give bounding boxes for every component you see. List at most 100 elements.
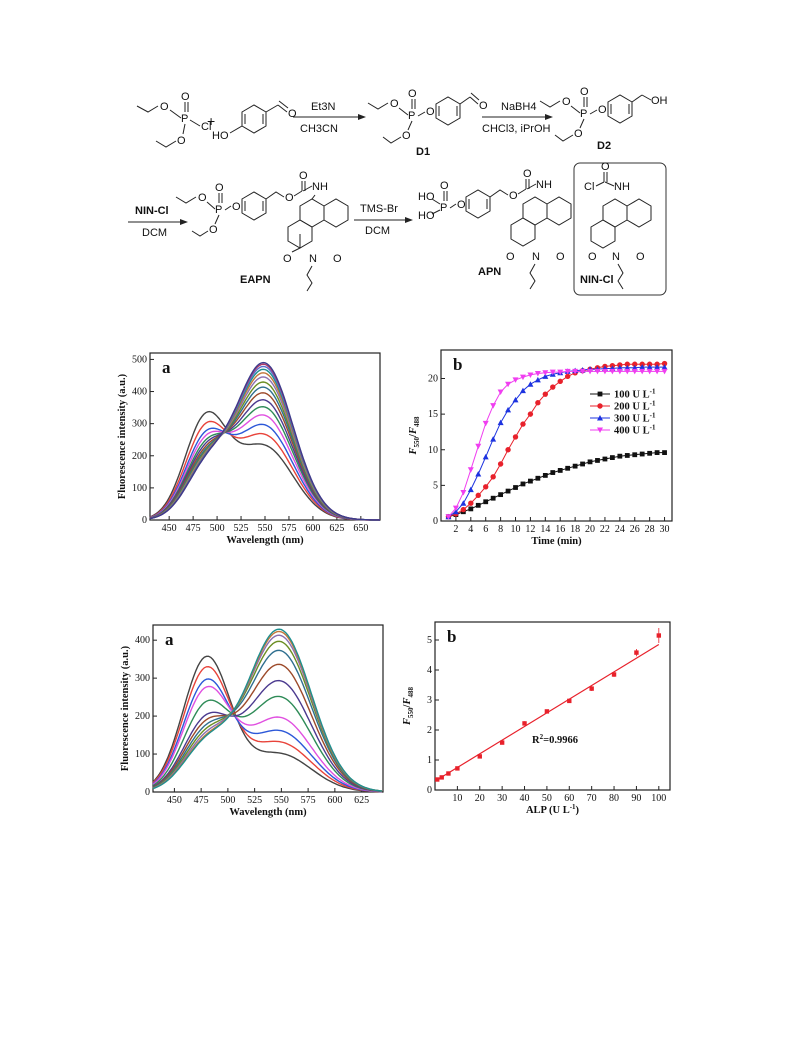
calibration-x-tick-label: 30	[497, 793, 507, 804]
svg-text:O: O	[160, 101, 169, 113]
spectra-top-y-tick-label: 500	[132, 354, 147, 365]
svg-text:O: O	[636, 251, 645, 263]
kinetics-data-point	[498, 492, 504, 498]
svg-text:O: O	[288, 108, 297, 120]
spectra-top-spectrum-line	[149, 361, 381, 521]
kinetics-data-point	[520, 421, 526, 427]
svg-text:CHCl3, iPrOH: CHCl3, iPrOH	[482, 123, 551, 135]
kinetics-data-point	[624, 368, 631, 375]
kinetics-data-point	[497, 461, 504, 467]
svg-text:O: O	[285, 192, 294, 204]
kinetics-legend-marker	[597, 427, 603, 433]
kinetics-x-tick-label: 22	[600, 524, 610, 535]
kinetics-data-point	[654, 368, 661, 375]
kinetics-data-point	[490, 436, 497, 442]
svg-text:O: O	[556, 251, 565, 263]
kinetics-legend-marker	[597, 415, 603, 421]
kinetics-x-tick-label: 28	[645, 524, 655, 535]
kinetics-x-tick-label: 2	[453, 524, 458, 535]
spectra-bottom-spectrum-line	[152, 685, 382, 793]
reaction-scheme: O P O Cl O + O HO Et3N CH3CN O P	[128, 86, 668, 296]
compound-nincl-label: NIN-Cl	[580, 274, 614, 286]
kinetics-data-point	[520, 481, 526, 487]
svg-text:O: O	[562, 96, 571, 108]
svg-text:O: O	[283, 253, 292, 265]
spectra-bottom-y-axis-label: Fluorescence intensity (a.u.)	[120, 645, 131, 771]
compound-d2-label: D2	[597, 140, 611, 152]
spectra-top-y-axis-label: Fluorescence intensity (a.u.)	[117, 373, 128, 499]
spectra-top-spectrum-line	[149, 392, 380, 521]
kinetics-data-point	[535, 475, 541, 481]
spectra-top-x-tick-label: 500	[210, 523, 225, 534]
spectra-bottom-spectrum-line	[152, 679, 382, 792]
spectra-bottom-spectrum-line	[152, 640, 382, 792]
svg-text:O: O	[523, 168, 532, 180]
svg-text:O: O	[574, 128, 583, 140]
kinetics-data-point	[445, 514, 452, 520]
kinetics-panel-label: b	[453, 355, 462, 374]
calibration-data-point	[611, 672, 617, 677]
kinetics-legend-label: 300 U L-1​	[614, 412, 656, 425]
svg-text:P: P	[440, 202, 447, 214]
spectra-top-y-tick-label: 300	[132, 419, 147, 430]
kinetics-data-point	[572, 463, 578, 469]
svg-text:O: O	[299, 170, 308, 182]
kinetics-data-point	[519, 387, 526, 394]
calibration-y-tick-label: 4	[427, 665, 432, 676]
svg-text:NH: NH	[312, 181, 328, 193]
kinetics-data-point	[490, 495, 496, 501]
kinetics-data-point	[557, 468, 563, 473]
kinetics-data-point	[452, 508, 459, 515]
kinetics-data-point	[602, 456, 608, 462]
kinetics-data-point	[490, 403, 497, 409]
kinetics-data-point	[587, 368, 594, 375]
kinetics-data-point	[512, 434, 519, 440]
kinetics-data-point	[609, 368, 616, 375]
kinetics-data-point	[557, 378, 563, 385]
spectra-bottom-spectrum-line	[152, 665, 382, 793]
svg-text:O: O	[479, 100, 488, 112]
svg-text:N: N	[532, 251, 540, 263]
svg-text:NH: NH	[536, 179, 552, 191]
svg-text:CH3CN: CH3CN	[300, 123, 338, 135]
reaction-arrow-4: TMS-Br DCM	[354, 203, 413, 237]
kinetics-data-point	[475, 502, 481, 508]
kinetics-data-point	[661, 368, 668, 375]
kinetics-data-point	[542, 391, 549, 397]
svg-text:N: N	[612, 251, 620, 263]
kinetics-x-tick-label: 16	[555, 524, 565, 535]
kinetics-data-point	[528, 478, 533, 484]
calibration-x-tick-label: 70	[587, 793, 597, 804]
kinetics-x-tick-label: 6	[483, 524, 488, 535]
kinetics-x-tick-label: 14	[540, 524, 550, 535]
kinetics-data-point	[505, 488, 511, 494]
calibration-data-point	[477, 754, 482, 759]
svg-text:Cl: Cl	[201, 121, 211, 133]
kinetics-data-point	[467, 486, 474, 493]
kinetics-data-point	[565, 465, 571, 471]
spectra-bottom-spectrum-line	[152, 649, 382, 792]
spectra-top-y-tick-label: 100	[132, 483, 147, 494]
kinetics-data-point	[527, 381, 534, 387]
spectra-bottom-x-axis-label: Wavelength (nm)	[229, 807, 307, 818]
kinetics-data-point	[475, 443, 482, 450]
nin-cl-box: Cl O NH N O O NIN-Cl	[573, 161, 667, 296]
svg-text:O: O	[215, 182, 224, 194]
svg-text:O: O	[232, 201, 241, 213]
kinetics-data-point	[542, 473, 548, 478]
calibration-data-point	[522, 721, 527, 726]
kinetics-data-point	[527, 372, 534, 378]
kinetics-data-point	[490, 474, 496, 480]
kinetics-data-point	[497, 419, 504, 426]
svg-text:O: O	[426, 106, 435, 118]
kinetics-plot-frame	[440, 349, 673, 522]
kinetics-data-point	[550, 384, 556, 390]
spectra-top-x-tick-label: 450	[162, 523, 177, 534]
calibration-data-point	[499, 740, 505, 745]
kinetics-data-point	[624, 453, 630, 458]
kinetics-data-point	[468, 506, 474, 512]
compound-eapn-structure: O P O O O O O NH N O O	[175, 170, 349, 292]
svg-text:HO: HO	[212, 130, 229, 142]
kinetics-data-point	[580, 461, 585, 467]
